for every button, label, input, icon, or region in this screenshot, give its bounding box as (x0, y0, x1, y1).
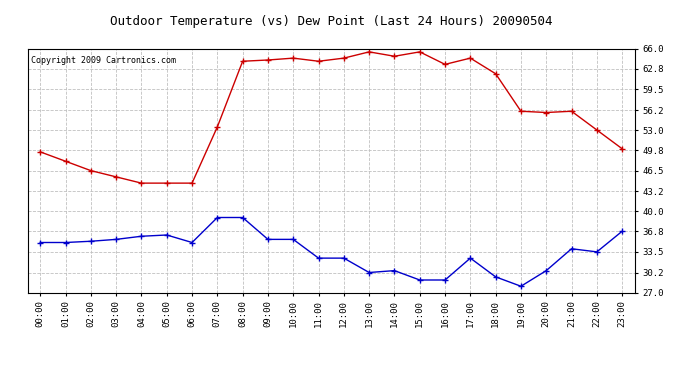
Text: Copyright 2009 Cartronics.com: Copyright 2009 Cartronics.com (30, 56, 176, 65)
Text: Outdoor Temperature (vs) Dew Point (Last 24 Hours) 20090504: Outdoor Temperature (vs) Dew Point (Last… (110, 15, 553, 28)
